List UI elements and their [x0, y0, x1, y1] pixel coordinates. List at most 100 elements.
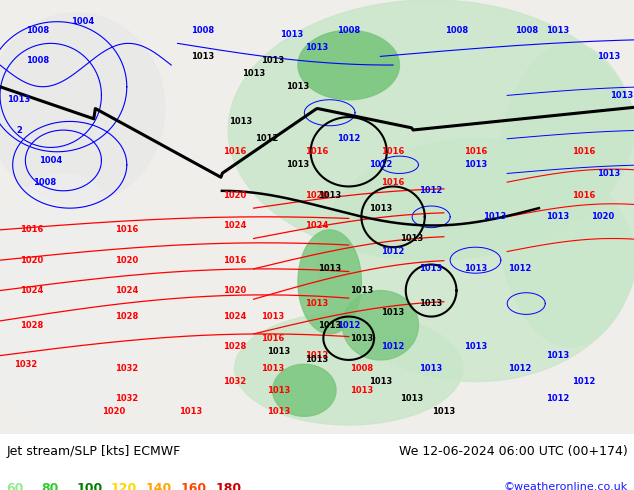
Text: 1032: 1032 — [223, 377, 246, 386]
Text: 1013: 1013 — [318, 265, 341, 273]
Text: 1012: 1012 — [508, 265, 531, 273]
Text: 1008: 1008 — [191, 26, 214, 35]
Text: 1013: 1013 — [261, 312, 284, 321]
Text: 1013: 1013 — [261, 56, 284, 65]
Text: 1004: 1004 — [71, 17, 94, 26]
Polygon shape — [298, 30, 399, 100]
Text: 1013: 1013 — [242, 69, 265, 78]
Text: 1016: 1016 — [223, 147, 246, 156]
Text: 1013: 1013 — [547, 26, 569, 35]
Text: 1016: 1016 — [261, 334, 284, 343]
Text: 1012: 1012 — [420, 186, 443, 196]
Text: 1012: 1012 — [369, 160, 392, 169]
Text: 1013: 1013 — [318, 321, 341, 330]
Polygon shape — [273, 364, 336, 416]
Text: 1016: 1016 — [223, 256, 246, 265]
Text: 1013: 1013 — [464, 343, 487, 351]
Text: 1013: 1013 — [268, 386, 290, 395]
Text: 1013: 1013 — [306, 355, 328, 365]
Text: 1013: 1013 — [610, 91, 633, 100]
Text: 1028: 1028 — [20, 321, 43, 330]
Text: 1013: 1013 — [432, 408, 455, 416]
Text: 1016: 1016 — [306, 147, 328, 156]
Text: Jet stream/SLP [kts] ECMWF: Jet stream/SLP [kts] ECMWF — [6, 445, 181, 458]
Text: 1013: 1013 — [287, 82, 309, 91]
Text: 1008: 1008 — [350, 364, 373, 373]
Polygon shape — [342, 291, 418, 360]
Text: 1013: 1013 — [230, 117, 252, 126]
Text: 1013: 1013 — [306, 43, 328, 52]
Text: 60: 60 — [6, 482, 23, 490]
Text: 1013: 1013 — [483, 212, 506, 221]
Text: 1013: 1013 — [401, 394, 424, 403]
Text: 1013: 1013 — [464, 265, 487, 273]
Text: 1013: 1013 — [350, 286, 373, 295]
Text: 1013: 1013 — [350, 386, 373, 395]
Text: 80: 80 — [41, 482, 58, 490]
Text: 2: 2 — [16, 125, 22, 135]
Text: 1012: 1012 — [337, 134, 360, 143]
Text: 1013: 1013 — [179, 408, 202, 416]
Text: 1013: 1013 — [420, 299, 443, 308]
Text: 1024: 1024 — [223, 312, 246, 321]
Text: 1008: 1008 — [33, 178, 56, 187]
Text: We 12-06-2024 06:00 UTC (00+174): We 12-06-2024 06:00 UTC (00+174) — [399, 445, 628, 458]
Polygon shape — [317, 139, 634, 382]
Text: 1013: 1013 — [268, 408, 290, 416]
Text: 1013: 1013 — [547, 212, 569, 221]
Text: 1032: 1032 — [14, 360, 37, 369]
Text: 1008: 1008 — [337, 26, 360, 35]
Text: 1016: 1016 — [572, 147, 595, 156]
Text: 1012: 1012 — [508, 364, 531, 373]
Text: 1013: 1013 — [369, 204, 392, 213]
Text: 1013: 1013 — [597, 169, 620, 178]
Text: 1013: 1013 — [268, 347, 290, 356]
Text: 1013: 1013 — [420, 364, 443, 373]
Text: 1020: 1020 — [223, 286, 246, 295]
Text: 1016: 1016 — [382, 178, 404, 187]
Text: 1013: 1013 — [280, 30, 303, 39]
Text: 1013: 1013 — [547, 351, 569, 360]
Text: 1020: 1020 — [223, 191, 246, 199]
Text: 1008: 1008 — [445, 26, 468, 35]
Text: 1016: 1016 — [115, 225, 138, 234]
Text: 1013: 1013 — [191, 52, 214, 61]
Text: 100: 100 — [76, 482, 102, 490]
Text: 1020: 1020 — [103, 408, 126, 416]
Text: 1012: 1012 — [572, 377, 595, 386]
Text: 1032: 1032 — [115, 394, 138, 403]
Text: 1012: 1012 — [382, 247, 404, 256]
Text: 1013: 1013 — [306, 299, 328, 308]
Text: 1020: 1020 — [20, 256, 43, 265]
Text: 1020: 1020 — [115, 256, 138, 265]
Polygon shape — [495, 44, 634, 347]
Polygon shape — [298, 230, 361, 334]
Polygon shape — [0, 13, 165, 204]
Text: 1013: 1013 — [8, 95, 30, 104]
Text: 180: 180 — [216, 482, 242, 490]
Text: 1012: 1012 — [337, 321, 360, 330]
Text: 1020: 1020 — [306, 191, 328, 199]
Text: 1016: 1016 — [20, 225, 43, 234]
Text: 1013: 1013 — [464, 160, 487, 169]
Text: 1013: 1013 — [420, 265, 443, 273]
Text: 1013: 1013 — [350, 334, 373, 343]
Text: 1012: 1012 — [382, 343, 404, 351]
Text: 1013: 1013 — [369, 377, 392, 386]
Polygon shape — [0, 173, 139, 434]
Text: 1013: 1013 — [597, 52, 620, 61]
Text: 1008: 1008 — [27, 56, 49, 65]
Text: 120: 120 — [111, 482, 137, 490]
Text: 1004: 1004 — [39, 156, 62, 165]
Text: 1012: 1012 — [306, 351, 328, 360]
Text: 1016: 1016 — [464, 147, 487, 156]
Text: 1013: 1013 — [318, 191, 341, 199]
Text: 1008: 1008 — [515, 26, 538, 35]
Text: 1024: 1024 — [115, 286, 138, 295]
Text: 1013: 1013 — [401, 234, 424, 243]
Text: 140: 140 — [146, 482, 172, 490]
Text: 160: 160 — [181, 482, 207, 490]
Text: 1013: 1013 — [261, 364, 284, 373]
Text: 1024: 1024 — [20, 286, 43, 295]
Text: ©weatheronline.co.uk: ©weatheronline.co.uk — [503, 482, 628, 490]
